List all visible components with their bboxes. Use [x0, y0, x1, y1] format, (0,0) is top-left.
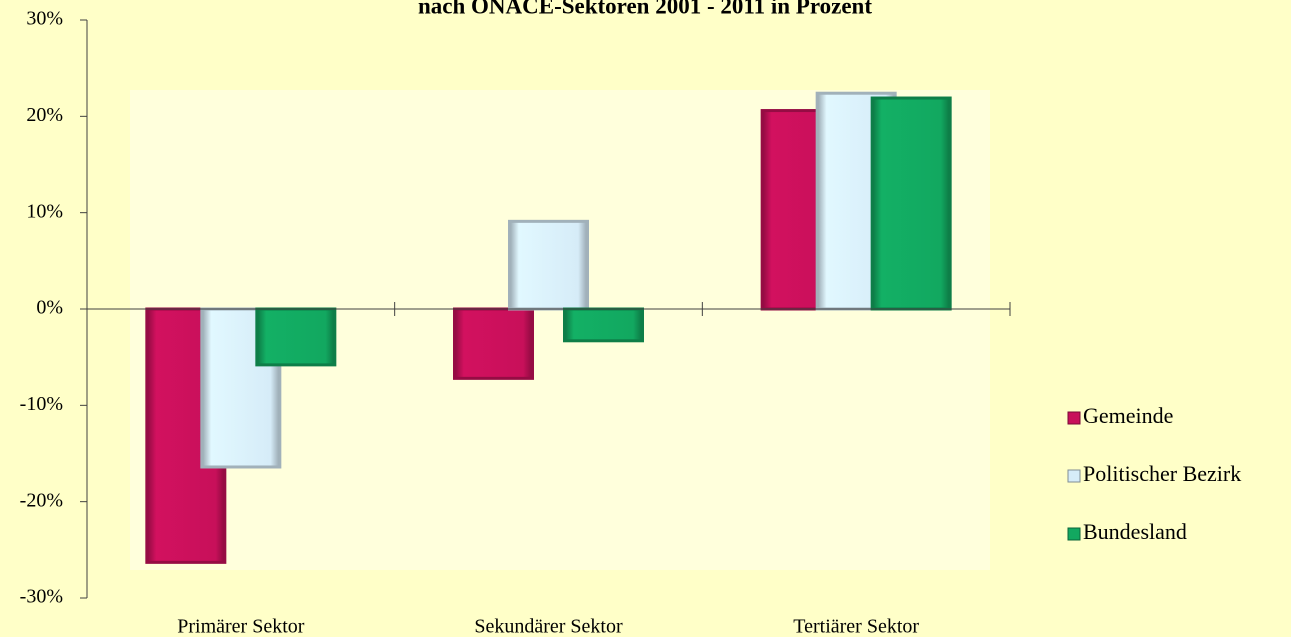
y-tick-label: -10% [20, 393, 63, 415]
bar [453, 307, 534, 380]
bar [508, 219, 589, 311]
x-tick-label: Tertiärer Sektor [793, 616, 919, 637]
y-tick-label: -20% [20, 489, 63, 511]
legend-label: Politischer Bezirk [1083, 461, 1241, 486]
y-tick-label: 20% [26, 104, 63, 126]
y-tick-label: -30% [20, 586, 63, 608]
legend-label: Gemeinde [1083, 403, 1173, 428]
y-tick-label: 10% [26, 200, 63, 222]
legend-label: Bundesland [1083, 519, 1187, 544]
bar [255, 307, 337, 367]
legend-swatch [1067, 469, 1081, 483]
y-tick-label: 30% [26, 8, 63, 30]
x-tick-label: Primärer Sektor [177, 616, 305, 637]
legend-swatch [1067, 527, 1081, 541]
bar [870, 96, 952, 311]
y-tick-label: 0% [36, 297, 63, 319]
x-tick-label: Sekundärer Sektor [474, 616, 623, 637]
bar [563, 307, 644, 343]
chart-title: nach ÖNACE-Sektoren 2001 - 2011 in Proze… [418, 0, 872, 18]
legend-swatch [1067, 411, 1081, 425]
